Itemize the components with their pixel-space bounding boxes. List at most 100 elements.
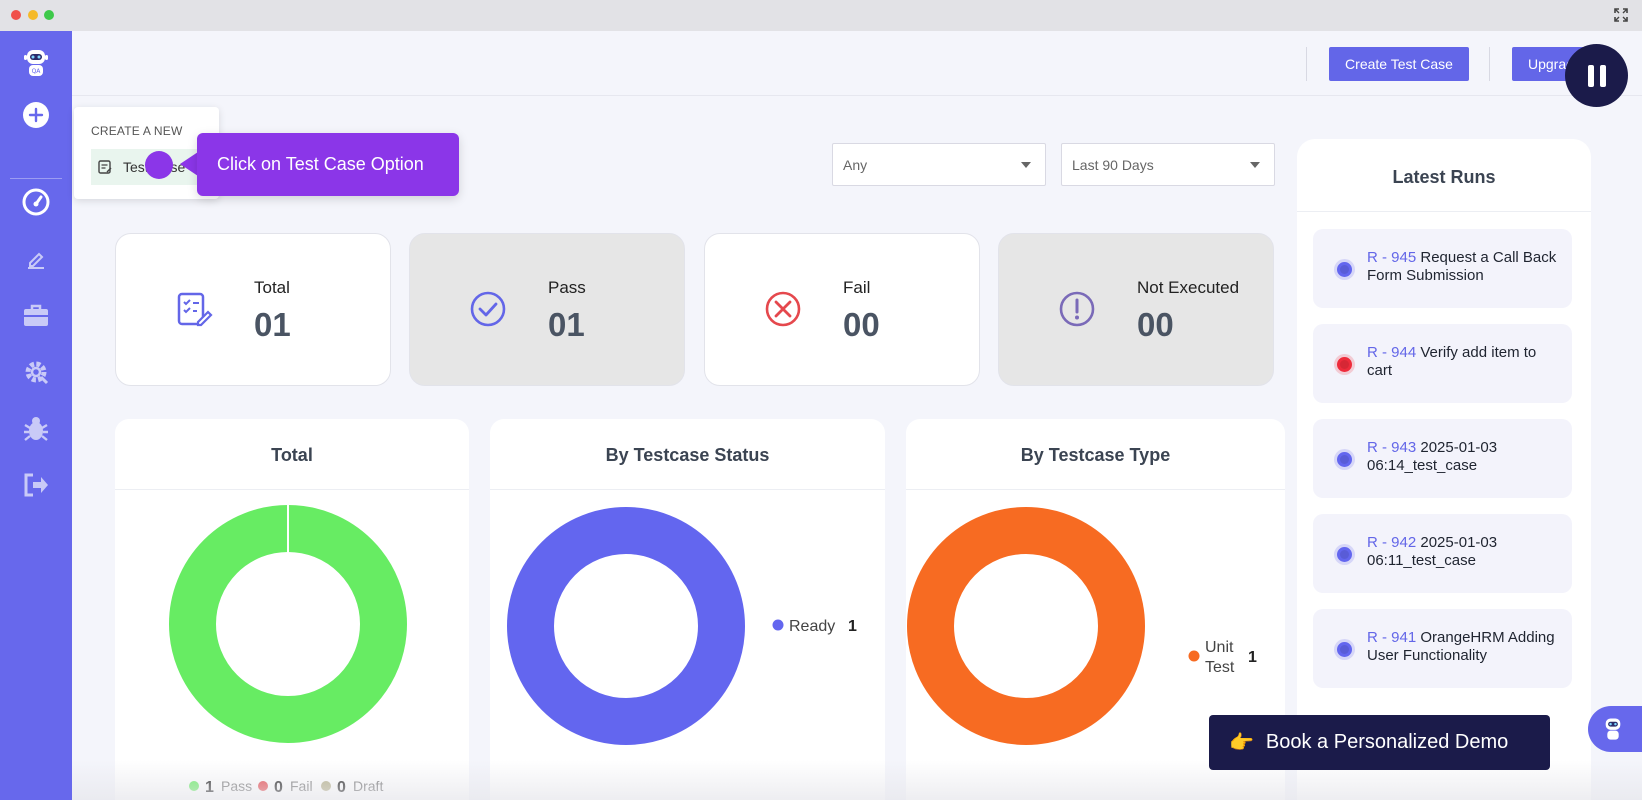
- legend-count: 0: [274, 779, 283, 796]
- donut-chart-total: 1 Pass 0 Fail 0 Draft: [169, 504, 407, 796]
- popover-title: CREATE A NEW: [91, 124, 183, 138]
- tooltip-arrow: [180, 152, 198, 176]
- chatbot-launcher[interactable]: [1588, 706, 1642, 752]
- chart-title: By Testcase Type: [1020, 445, 1171, 465]
- status-filter-select[interactable]: Any: [832, 143, 1046, 186]
- guide-tooltip-text: Click on Test Case Option: [217, 154, 424, 174]
- run-status-dot: [1337, 262, 1352, 277]
- check-circle-icon: [470, 291, 506, 327]
- chevron-down-icon: [1250, 162, 1260, 168]
- donut-slice-unit-test[interactable]: [907, 507, 1145, 745]
- run-id[interactable]: R - 941: [1367, 629, 1417, 646]
- run-name: 2025-01-03 06:11_test_case: [1367, 534, 1498, 569]
- test-case-icon: [98, 160, 112, 174]
- run-id[interactable]: R - 945: [1367, 249, 1417, 266]
- maximize-window-dot[interactable]: [44, 10, 54, 20]
- run-id[interactable]: R - 943: [1367, 439, 1417, 456]
- exclamation-circle-icon: [1059, 291, 1095, 327]
- sidebar-divider: [10, 178, 62, 179]
- run-text: R - 941 OrangeHRM Adding User Functional…: [1367, 629, 1562, 665]
- run-status-dot: [1337, 452, 1352, 467]
- stat-value: 01: [548, 306, 585, 343]
- x-circle-icon: [765, 291, 801, 327]
- close-window-dot[interactable]: [11, 10, 21, 20]
- donut-slice-ready[interactable]: [507, 507, 745, 745]
- panel-divider: [115, 489, 469, 490]
- chevron-down-icon: [1021, 162, 1031, 168]
- legend-swatch-ready: [772, 619, 784, 631]
- run-status-dot: [1337, 357, 1352, 372]
- panel-divider: [490, 489, 885, 490]
- stat-card-fail[interactable]: Fail 00: [704, 233, 980, 386]
- chatbot-icon: [1605, 718, 1621, 740]
- legend-label: Pass: [221, 778, 252, 794]
- pause-recording-button[interactable]: [1565, 44, 1628, 107]
- run-text: R - 945 Request a Call Back Form Submiss…: [1367, 249, 1562, 285]
- run-name: Request a Call Back Form Submission: [1367, 249, 1557, 284]
- legend-swatch-draft: [321, 781, 331, 791]
- legend-swatch-unit-test: [1188, 650, 1200, 662]
- donut-chart-type: Unit Test 1: [907, 507, 1257, 745]
- topbar-separator: [1489, 47, 1490, 81]
- bot-logo-icon[interactable]: QA: [18, 45, 54, 81]
- chart-title: Total: [271, 445, 313, 465]
- run-status-dot: [1337, 642, 1352, 657]
- latest-run-item[interactable]: R - 945 Request a Call Back Form Submiss…: [1313, 229, 1572, 308]
- run-text: R - 942 2025-01-03 06:11_test_case: [1367, 534, 1562, 570]
- latest-run-item[interactable]: R - 941 OrangeHRM Adding User Functional…: [1313, 609, 1572, 688]
- expand-icon[interactable]: [1614, 8, 1628, 22]
- legend-label: Unit: [1205, 639, 1234, 656]
- latest-run-item[interactable]: R - 943 2025-01-03 06:14_test_case: [1313, 419, 1572, 498]
- legend-count: 1: [205, 779, 214, 796]
- stat-label: Total: [254, 278, 290, 297]
- guide-tooltip: Click on Test Case Option: [197, 133, 459, 196]
- svg-text:QA: QA: [32, 68, 42, 75]
- stat-value: 00: [843, 306, 880, 343]
- stat-card-total[interactable]: Total 01: [115, 233, 391, 386]
- stat-card-pass[interactable]: Pass 01: [409, 233, 685, 386]
- stat-label: Pass: [548, 278, 586, 297]
- topbar-separator: [1306, 47, 1307, 81]
- book-demo-button[interactable]: 👉 Book a Personalized Demo: [1209, 715, 1550, 770]
- window-titlebar: [0, 0, 1642, 31]
- bug-icon[interactable]: [18, 411, 54, 447]
- create-test-case-button[interactable]: Create Test Case: [1329, 47, 1469, 81]
- run-name: Verify add item to cart: [1367, 344, 1537, 379]
- stat-value: 00: [1137, 306, 1174, 343]
- legend-label: Fail: [290, 778, 313, 794]
- run-text: R - 944 Verify add item to cart: [1367, 344, 1562, 380]
- run-id[interactable]: R - 942: [1367, 534, 1417, 551]
- legend-label: Test: [1205, 659, 1235, 676]
- stat-label: Fail: [843, 278, 871, 297]
- minimize-window-dot[interactable]: [28, 10, 38, 20]
- add-circle-icon[interactable]: [18, 97, 54, 133]
- settings-gear-icon[interactable]: [18, 354, 54, 390]
- legend-label: Ready: [789, 618, 835, 635]
- run-name: OrangeHRM Adding User Functionality: [1367, 629, 1555, 664]
- legend-count: 1: [1248, 649, 1257, 666]
- run-id[interactable]: R - 944: [1367, 344, 1417, 361]
- logout-icon[interactable]: [18, 467, 54, 503]
- latest-run-item[interactable]: R - 944 Verify add item to cart: [1313, 324, 1572, 403]
- donut-slice-pass[interactable]: [169, 505, 407, 743]
- sidebar: QA: [0, 31, 72, 800]
- legend-count: 1: [848, 618, 857, 635]
- dashboard-gauge-icon[interactable]: [18, 184, 54, 220]
- legend-swatch-fail: [258, 781, 268, 791]
- run-text: R - 943 2025-01-03 06:14_test_case: [1367, 439, 1562, 475]
- stat-value: 01: [254, 306, 291, 343]
- run-name: 2025-01-03 06:14_test_case: [1367, 439, 1498, 474]
- pause-icon: [1599, 64, 1606, 87]
- latest-run-item[interactable]: R - 942 2025-01-03 06:11_test_case: [1313, 514, 1572, 593]
- run-status-dot: [1337, 547, 1352, 562]
- pointing-hand-icon: 👉: [1229, 732, 1254, 754]
- briefcase-icon[interactable]: [18, 297, 54, 333]
- edit-list-icon: [177, 292, 213, 327]
- panel-divider: [1297, 211, 1591, 212]
- status-filter-value: Any: [843, 156, 868, 173]
- pause-icon: [1587, 64, 1594, 87]
- pencil-icon[interactable]: [18, 241, 54, 277]
- period-filter-select[interactable]: Last 90 Days: [1061, 143, 1275, 186]
- stat-card-not-executed[interactable]: Not Executed 00: [998, 233, 1274, 386]
- chart-title: By Testcase Status: [605, 445, 770, 465]
